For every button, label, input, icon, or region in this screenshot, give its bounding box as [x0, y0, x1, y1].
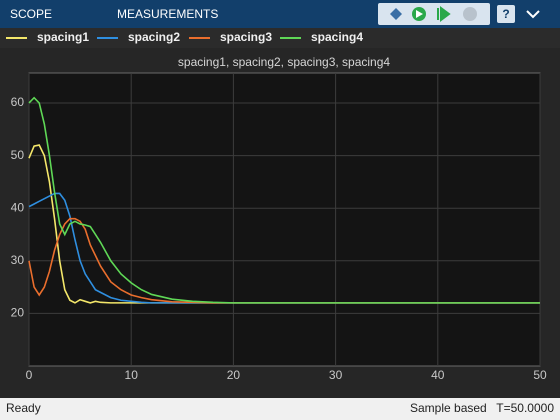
- y-tick-label: 20: [11, 306, 25, 320]
- status-text: Ready: [6, 401, 41, 415]
- help-icon: ?: [502, 7, 509, 21]
- x-tick-label: 0: [26, 368, 33, 382]
- status-time: T=50.0000: [496, 401, 554, 415]
- x-tick-label: 50: [533, 368, 547, 382]
- status-bar: [0, 398, 560, 420]
- y-tick-label: 30: [11, 253, 25, 267]
- y-tick-label: 50: [11, 148, 25, 162]
- axes: [28, 72, 541, 367]
- tab[interactable]: SCOPE: [10, 7, 52, 21]
- status-mode: Sample based: [410, 401, 487, 415]
- legend-label[interactable]: spacing3: [220, 30, 272, 44]
- run-icon: [416, 10, 423, 18]
- sim-controls: [378, 3, 490, 25]
- step-button[interactable]: [437, 6, 451, 22]
- chart-title: spacing1, spacing2, spacing3, spacing4: [178, 55, 390, 69]
- series-line: [28, 96, 540, 304]
- x-tick-label: 40: [431, 368, 445, 382]
- step-back-button[interactable]: [390, 8, 402, 20]
- help-button[interactable]: [497, 5, 515, 23]
- tab[interactable]: MEASUREMENTS: [117, 7, 218, 21]
- x-tick-label: 20: [227, 368, 241, 382]
- legend-label[interactable]: spacing2: [128, 30, 180, 44]
- y-tick-label: 40: [11, 200, 25, 214]
- legend-label[interactable]: spacing1: [37, 30, 89, 44]
- stop-button[interactable]: [463, 7, 477, 21]
- legend-label[interactable]: spacing4: [311, 30, 363, 44]
- x-tick-label: 30: [329, 368, 343, 382]
- x-tick-label: 10: [125, 368, 139, 382]
- collapse-button[interactable]: [526, 10, 540, 19]
- y-tick-label: 60: [11, 95, 25, 109]
